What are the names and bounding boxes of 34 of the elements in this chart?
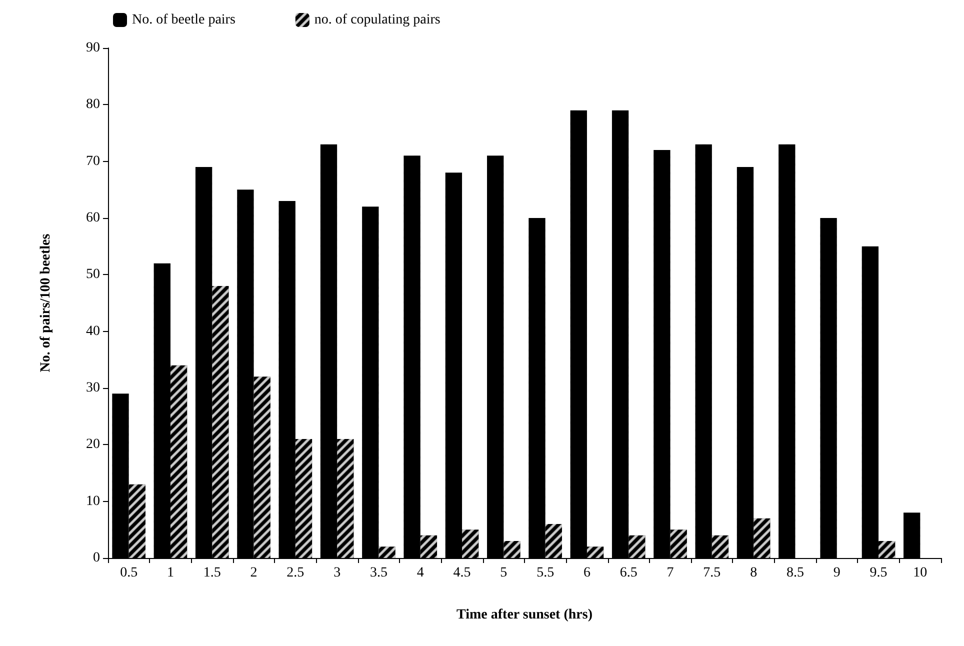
- x-tick-label: 1: [166, 566, 174, 580]
- y-tick-label: 10: [86, 494, 100, 509]
- legend-label: no. of copulating pairs: [314, 12, 440, 28]
- x-tick-label: 3.5: [370, 566, 388, 580]
- x-tick-label: 8.5: [786, 566, 804, 580]
- x-tick-label: 6: [583, 566, 590, 580]
- x-tick-label: 9: [833, 566, 840, 580]
- x-tick-label: 1.5: [203, 566, 221, 580]
- y-tick-label: 20: [86, 437, 100, 452]
- x-tick-label: 5: [500, 566, 508, 580]
- x-tick-label: 9.5: [870, 566, 888, 580]
- x-tick-label: 5.5: [536, 566, 554, 580]
- x-tick-label: 0.5: [120, 566, 138, 580]
- y-axis-title: No. of pairs/100 beetles: [38, 233, 54, 372]
- x-tick-label: 4.5: [453, 566, 471, 580]
- x-tick-label: 7.5: [703, 566, 721, 580]
- x-tick-label: 2.5: [286, 566, 304, 580]
- y-tick-label: 50: [86, 267, 100, 282]
- x-axis-title: Time after sunset (hrs): [456, 608, 593, 622]
- legend-label: No. of beetle pairs: [132, 12, 236, 28]
- y-tick-label: 70: [86, 154, 100, 169]
- x-tick-label: 8: [750, 566, 758, 580]
- y-tick-label: 0: [93, 550, 100, 566]
- x-tick-label: 10: [913, 566, 928, 580]
- x-tick-label: 2: [250, 566, 258, 580]
- x-tick-label: 4: [416, 566, 424, 580]
- y-tick-label: 90: [86, 40, 100, 56]
- y-tick-label: 40: [86, 324, 100, 339]
- x-tick-label: 3: [334, 566, 341, 580]
- y-tick-label: 30: [86, 380, 100, 396]
- x-tick-label: 6.5: [620, 566, 638, 580]
- x-tick-label: 7: [666, 566, 674, 580]
- y-tick-label: 60: [86, 210, 100, 226]
- y-tick-label: 80: [86, 97, 100, 112]
